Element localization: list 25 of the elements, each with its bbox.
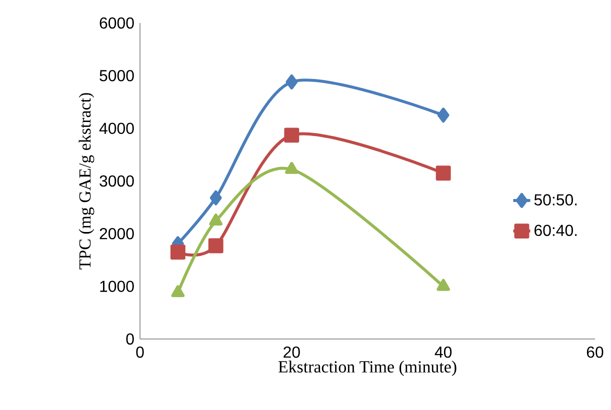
y-tick-label: 0 <box>126 333 134 345</box>
point <box>170 244 186 260</box>
point <box>171 285 185 298</box>
x-tick-label: 20 <box>284 346 300 358</box>
y-axis-title: TPC (mg GAE/g ekstract) <box>78 93 94 270</box>
x-axis-title: Ekstraction Time (minute) <box>278 360 456 376</box>
point <box>437 108 450 123</box>
point <box>436 278 450 291</box>
y-tick-label: 3000 <box>100 175 134 187</box>
y-tick-label: 1000 <box>100 280 134 292</box>
legend-label: 60:40. <box>534 224 577 236</box>
legend-label: 50:50. <box>534 194 577 206</box>
x-tick-label: 0 <box>136 346 144 358</box>
y-tick-label: 4000 <box>99 122 134 134</box>
x-tick-label: 60 <box>586 346 604 358</box>
y-tick-label: 5000 <box>100 70 134 82</box>
y-tick-label: 6000 <box>100 17 134 29</box>
point <box>284 128 300 143</box>
point <box>210 190 222 206</box>
point <box>436 166 451 181</box>
point <box>208 238 224 254</box>
point <box>209 214 223 226</box>
point <box>286 74 298 90</box>
x-tick-label: 40 <box>434 346 452 358</box>
y-tick-label: 2000 <box>100 228 134 240</box>
